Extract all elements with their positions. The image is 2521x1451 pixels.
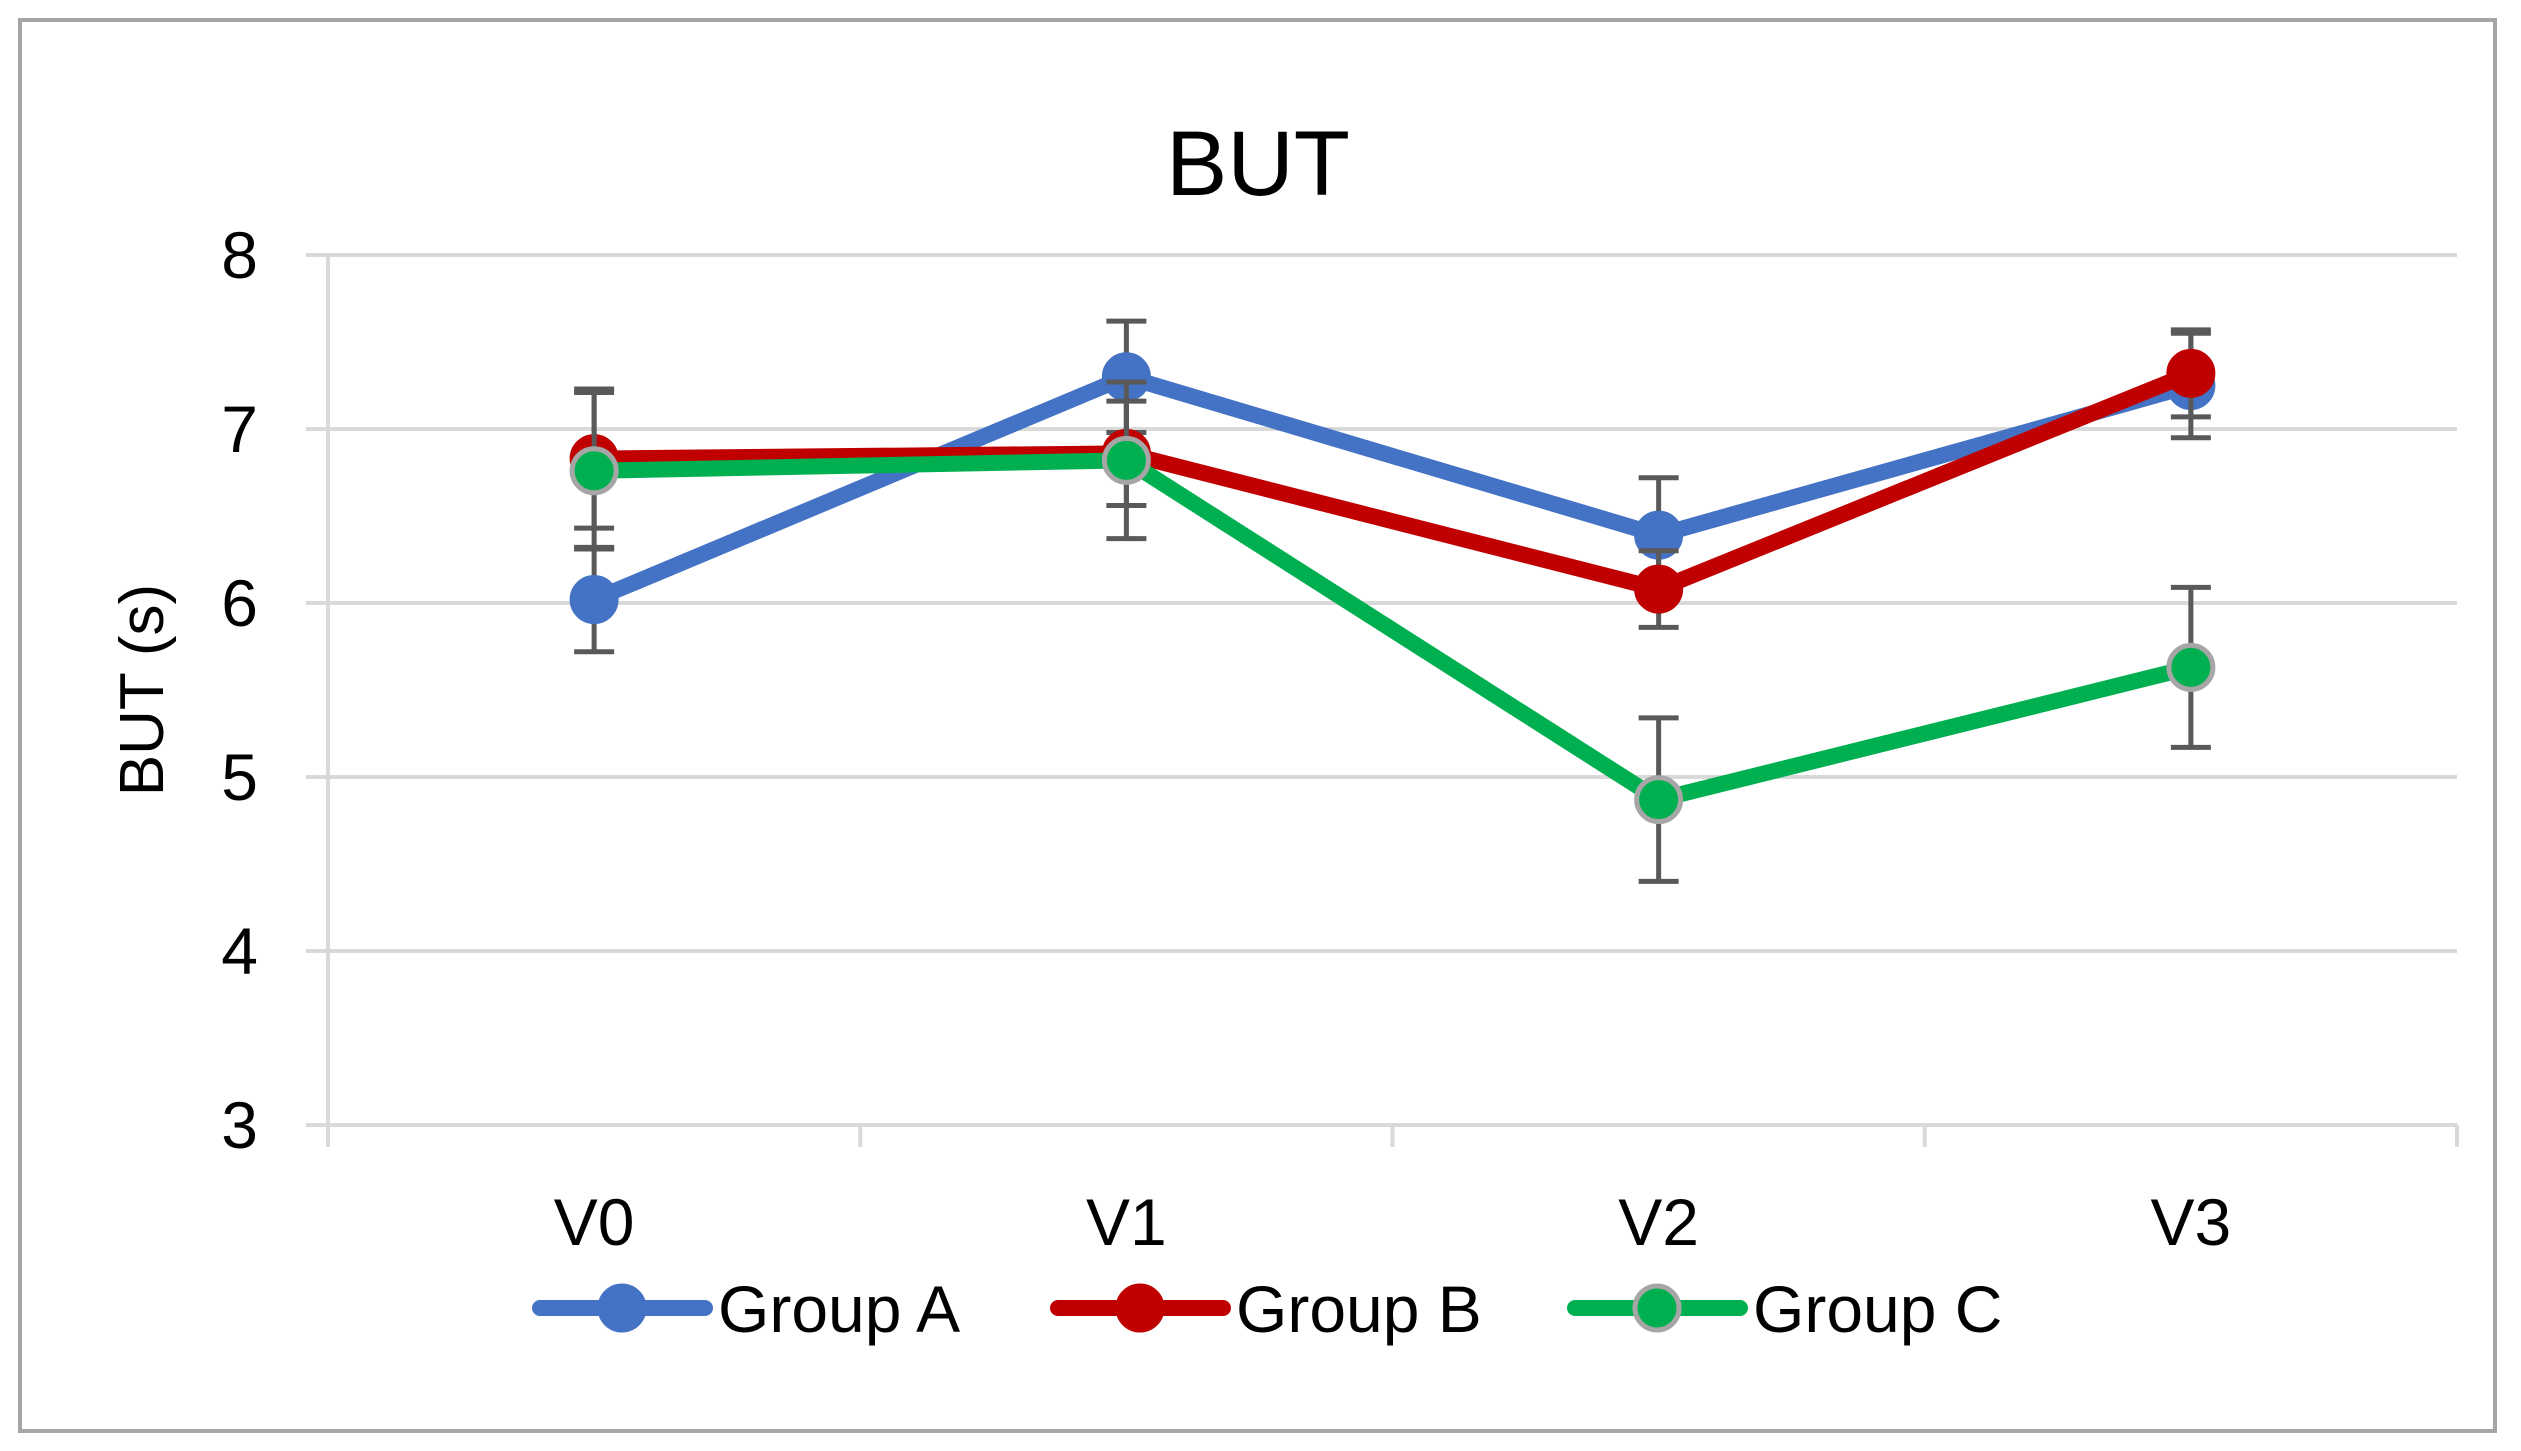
data-point-group-b-v3 — [2166, 348, 2216, 398]
series-group-b — [569, 327, 2216, 630]
legend-label-group-a: Group A — [718, 1272, 960, 1346]
legend-swatch-marker — [1115, 1283, 1165, 1333]
x-tick-labels: V0 V1 V2 V3 — [554, 1185, 2231, 1259]
x-tick-label-v3: V3 — [2151, 1185, 2232, 1259]
legend-swatch-marker — [597, 1283, 647, 1333]
y-tick-label: 6 — [221, 566, 258, 640]
legend-swatch-marker — [1632, 1283, 1682, 1333]
legend-label-group-c: Group C — [1753, 1272, 2002, 1346]
data-point-group-c-v1 — [1101, 435, 1151, 485]
data-point-group-c-v0 — [569, 446, 619, 496]
series-lines — [569, 318, 2216, 884]
y-tick-label: 3 — [221, 1088, 258, 1162]
y-tick-labels: 3 4 5 6 7 8 — [221, 218, 258, 1162]
legend-item-group-b: Group B — [1050, 1272, 1482, 1346]
legend: Group A Group B Group C — [532, 1272, 2002, 1346]
data-point-group-b-v2 — [1634, 564, 1684, 614]
data-point-group-c-v3 — [2166, 642, 2216, 692]
axes — [306, 253, 2459, 1147]
data-point-group-c-v2 — [1634, 775, 1684, 825]
legend-item-group-a: Group A — [532, 1272, 960, 1346]
y-tick-label: 8 — [221, 218, 258, 292]
series-group-c — [569, 379, 2216, 884]
legend-item-group-c: Group C — [1567, 1272, 2002, 1346]
y-axis-title: BUT (s) — [108, 584, 177, 796]
series-line-group-c — [586, 452, 2199, 808]
x-tick-label-v1: V1 — [1086, 1185, 1167, 1259]
gridlines — [328, 253, 2457, 1127]
legend-label-group-b: Group B — [1236, 1272, 1482, 1346]
y-tick-label: 7 — [221, 392, 258, 466]
y-tick-label: 4 — [221, 914, 258, 988]
data-point-group-a-v0 — [569, 575, 619, 625]
x-tick-label-v2: V2 — [1618, 1185, 1699, 1259]
series-line-group-b — [586, 365, 2199, 598]
x-tick-label-v0: V0 — [554, 1185, 635, 1259]
y-tick-label: 5 — [221, 740, 258, 814]
series-line-group-a — [586, 368, 2199, 608]
chart-title: BUT — [1166, 113, 1350, 215]
